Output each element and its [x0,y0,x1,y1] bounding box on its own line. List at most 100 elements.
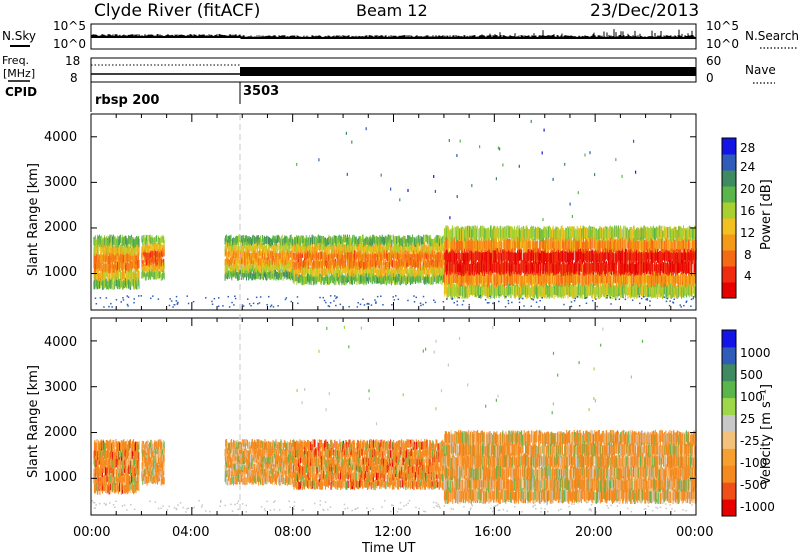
power-echo-cell [429,246,431,255]
power-echo-cell [233,251,235,259]
power-echo-cell [125,254,127,263]
power-echo-cell [280,269,282,276]
power-echo-cell [97,246,99,255]
power-echo-cell [157,268,159,276]
power-echo-cell [375,260,377,268]
power-echo-cell [293,261,295,270]
freq-trace [91,64,696,76]
power-echo-cell [412,237,414,245]
power-echo-cell [393,245,395,254]
power-echo-cell [267,249,269,257]
power-echo-cell [382,276,384,284]
power-echo-cell [143,256,145,264]
power-echo-cell [374,275,376,284]
power-echo-cell [405,266,407,275]
power-echo-cell [351,268,353,276]
power-echo-cell [122,243,124,252]
power-echo-cell [258,268,260,276]
power-echo-cell [499,237,501,249]
power-echo-cell [349,254,351,262]
power-echo-cell [137,251,139,261]
power-echo-cell [470,274,472,286]
power-echo-cell [128,236,130,245]
power-echo-cell [355,261,357,270]
power-echo-cell [246,248,248,255]
power-echo-cell [96,260,98,270]
power-echo-cell [418,247,420,255]
power-echo-cell [461,275,463,288]
power-echo-cell [388,272,390,281]
power-echo-cell [269,245,271,253]
power-echo-cell [290,234,292,242]
power-echo-cell [110,268,112,278]
power-echo-cell [280,246,282,254]
power-echo-cell [301,273,303,282]
power-echo-cell [293,273,295,282]
power-echo-cell [493,273,495,285]
power-echo-cell [260,242,262,250]
power-echo-cell [314,273,316,281]
power-echo-cell [509,272,511,284]
power-echo-cell [420,249,422,258]
power-echo-cell [125,262,127,271]
power-echo-cell [430,277,432,285]
power-echo-cell [356,239,358,247]
power-echo-cell [430,257,432,266]
power-echo-cell [150,237,152,245]
power-echo-cell [325,239,327,247]
power-echo-cell [444,282,446,294]
power-echo-cell [472,271,474,284]
power-echo-cell [447,259,449,272]
power-echo-cell [354,273,356,282]
power-echo-cell [394,236,396,244]
power-echo-cell [109,270,111,280]
power-echo-cell [326,258,328,266]
power-echo-cell [474,250,476,262]
power-echo-cell [101,244,103,253]
power-echo-cell [467,230,469,242]
nsky-tick-top: 10^5 [53,19,86,33]
power-echo-cell [388,262,390,270]
power-echo-cell [328,277,330,285]
power-echo-cell [504,262,506,275]
power-echo-cell [143,259,145,267]
power-echo-cell [243,266,245,274]
power-echo-cell [325,252,327,261]
power-echo-cell [249,261,251,269]
power-echo-cell [110,247,112,257]
power-echo-cell [393,249,395,258]
power-echo-cell [488,285,490,297]
power-echo-cell [312,242,314,250]
power-echo-cell [375,265,377,273]
power-echo-cell [304,276,306,284]
power-echo-cell [375,276,377,284]
power-echo-cell [507,273,509,285]
power-echo-cell [332,265,334,273]
power-echo-cell [396,245,398,253]
power-echo-cell [138,280,140,289]
power-echo-cell [250,262,252,270]
power-echo-cell [396,257,398,266]
date-label: 23/Dec/2013 [590,1,699,21]
power-echo-cell [354,254,356,263]
power-echo-cell [288,262,290,270]
power-echo-cell [134,245,136,254]
power-echo-cell [419,238,421,247]
power-echo-cell [114,255,116,264]
power-echo-cell [383,268,385,277]
power-echo-cell [286,249,288,256]
power-echo-cell [260,235,262,243]
power-echo-cell [235,262,237,269]
power-echo-cell [111,281,113,290]
power-echo-cell [415,236,417,244]
power-echo-cell [282,274,284,281]
power-echo-cell [486,286,488,298]
power-echo-cell [318,252,320,260]
power-echo-cell [312,252,314,260]
power-echo-cell [439,262,441,270]
power-echo-cell [509,226,511,238]
power-echo-cell [304,238,306,246]
power-echo-cell [420,261,422,270]
power-echo-cell [301,254,303,262]
power-echo-cell [134,277,136,286]
